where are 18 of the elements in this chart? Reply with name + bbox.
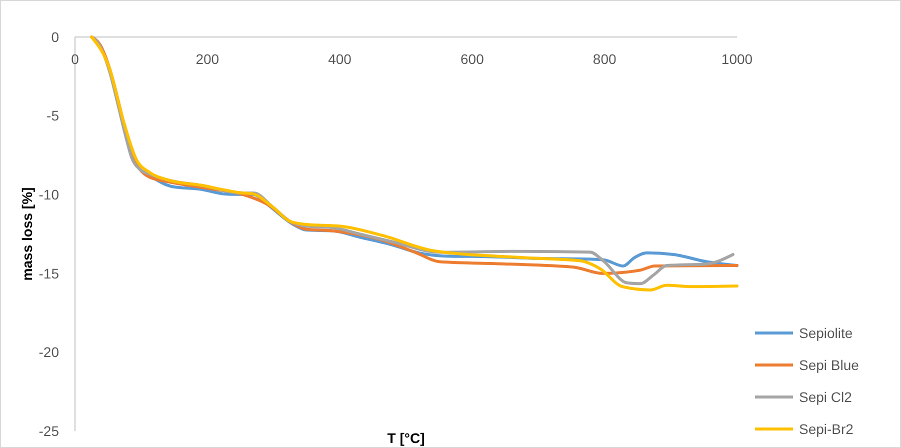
- x-tick-label: 400: [328, 51, 352, 67]
- legend-label: Sepi-Br2: [799, 420, 854, 437]
- x-tick-label: 800: [592, 51, 616, 67]
- legend-label: Sepiolite: [799, 324, 853, 341]
- y-tick-label: -15: [38, 265, 60, 282]
- x-tick-label: 1000: [721, 51, 753, 67]
- x-tick-label: 0: [71, 51, 80, 67]
- x-tick-label: 200: [196, 51, 220, 67]
- legend-label: Sepi Blue: [799, 356, 860, 373]
- legend-label: Sepi Cl2: [799, 388, 852, 405]
- y-tick-label: -20: [38, 344, 60, 360]
- x-tick-label: 600: [460, 51, 484, 67]
- y-axis-title: mass loss [%]: [19, 187, 35, 281]
- y-tick-label: 0: [51, 28, 60, 45]
- y-tick-label: -25: [38, 422, 60, 439]
- x-axis-title: T [°C]: [387, 430, 425, 446]
- y-tick-label: -10: [38, 186, 60, 202]
- y-tick-label: -5: [46, 108, 60, 124]
